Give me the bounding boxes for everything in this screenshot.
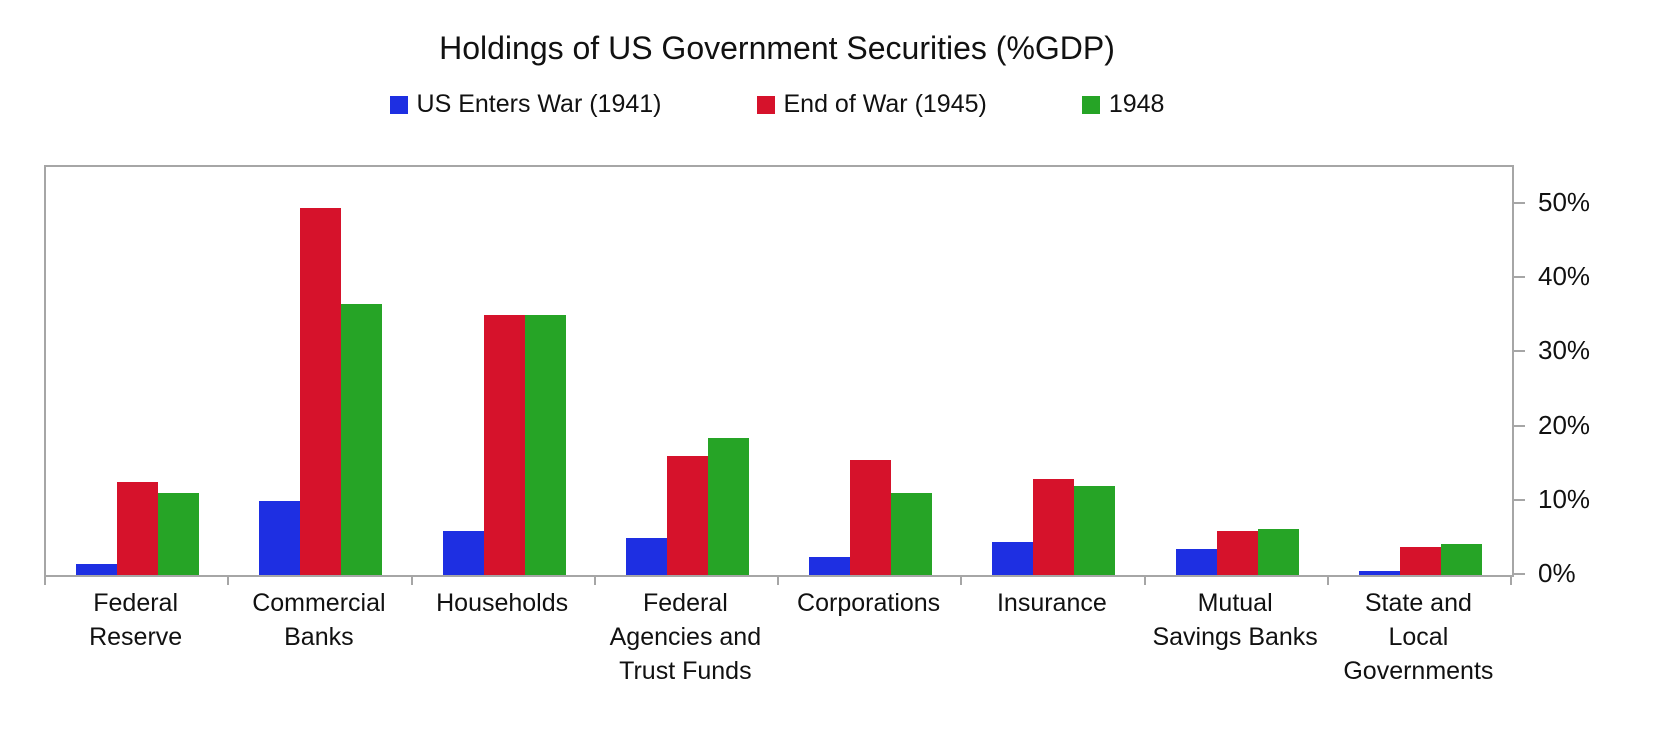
x-tick (593, 575, 596, 585)
bar-group (962, 167, 1145, 575)
x-tick (1326, 575, 1329, 585)
y-tick (1512, 202, 1525, 205)
bar (992, 541, 1034, 575)
legend-label: End of War (1945) (783, 90, 987, 118)
x-tick (1510, 575, 1512, 585)
y-tick-label: 10% (1538, 483, 1591, 514)
x-axis-labels: Federal Reserve Commercial Banks Household… (44, 586, 1510, 688)
legend-item-1: End of War (1945) (756, 90, 987, 119)
x-tick (410, 575, 413, 585)
x-category-label: Federal Reserve (89, 589, 183, 651)
x-tick (44, 575, 46, 585)
y-tick (1512, 573, 1525, 575)
x-category-label: Households (436, 589, 569, 617)
bar-group (1329, 167, 1512, 575)
x-tick (227, 575, 230, 585)
bar (442, 530, 484, 575)
y-tick (1512, 498, 1525, 501)
x-category-label: Mutual Savings Banks (1152, 589, 1318, 651)
y-tick-label: 20% (1538, 409, 1591, 440)
bar (117, 482, 159, 575)
y-tick (1512, 424, 1525, 427)
y-tick (1512, 350, 1525, 353)
bar (341, 304, 383, 575)
x-category-label: Insurance (996, 589, 1107, 617)
bar (259, 500, 301, 575)
legend-label: US Enters War (1941) (416, 90, 662, 118)
plot-area (44, 165, 1514, 577)
legend-swatch-icon (1081, 95, 1100, 114)
bar (1074, 486, 1116, 575)
bar-group (229, 167, 412, 575)
bar (300, 207, 342, 575)
x-tick (1143, 575, 1146, 585)
y-tick-label: 40% (1538, 261, 1591, 292)
bar-group (46, 167, 229, 575)
chart-title: Holdings of US Government Securities (%G… (439, 30, 1115, 66)
bar (1358, 571, 1400, 575)
bar (483, 315, 525, 575)
legend-swatch-icon (756, 95, 775, 114)
bar (76, 563, 118, 575)
x-category-label: Commercial Banks (252, 589, 386, 651)
legend-label: 1948 (1108, 90, 1165, 118)
bar (158, 493, 200, 575)
bar (1033, 478, 1075, 575)
bar-group (1146, 167, 1329, 575)
bar (524, 315, 566, 575)
bar-group (596, 167, 779, 575)
x-tick (960, 575, 963, 585)
bar (707, 437, 749, 575)
legend-item-0: US Enters War (1941) (389, 90, 662, 119)
y-tick-label: 50% (1538, 187, 1591, 218)
bar (666, 456, 708, 575)
legend-swatch-icon (389, 95, 408, 114)
bar (625, 537, 667, 575)
y-tick-label: 0% (1538, 558, 1576, 588)
x-category-label: Corporations (797, 589, 941, 617)
legend-item-2: 1948 (1081, 90, 1165, 119)
bar (809, 556, 851, 575)
bar (1257, 529, 1299, 575)
bar (850, 460, 892, 575)
bar-group (779, 167, 962, 575)
x-tick (777, 575, 779, 585)
bar (1399, 546, 1441, 575)
legend: US Enters War (1941) End of War (1945) 194… (44, 90, 1510, 119)
bar (1175, 549, 1217, 575)
y-tick (1512, 276, 1525, 279)
bar (891, 493, 933, 575)
x-category-label: State and Local Governments (1343, 589, 1494, 685)
x-category-label: Federal Agencies and Trust Funds (609, 589, 762, 685)
bar (1440, 543, 1482, 575)
y-tick-label: 30% (1538, 335, 1591, 366)
bar (1216, 530, 1258, 575)
bar-group (413, 167, 596, 575)
